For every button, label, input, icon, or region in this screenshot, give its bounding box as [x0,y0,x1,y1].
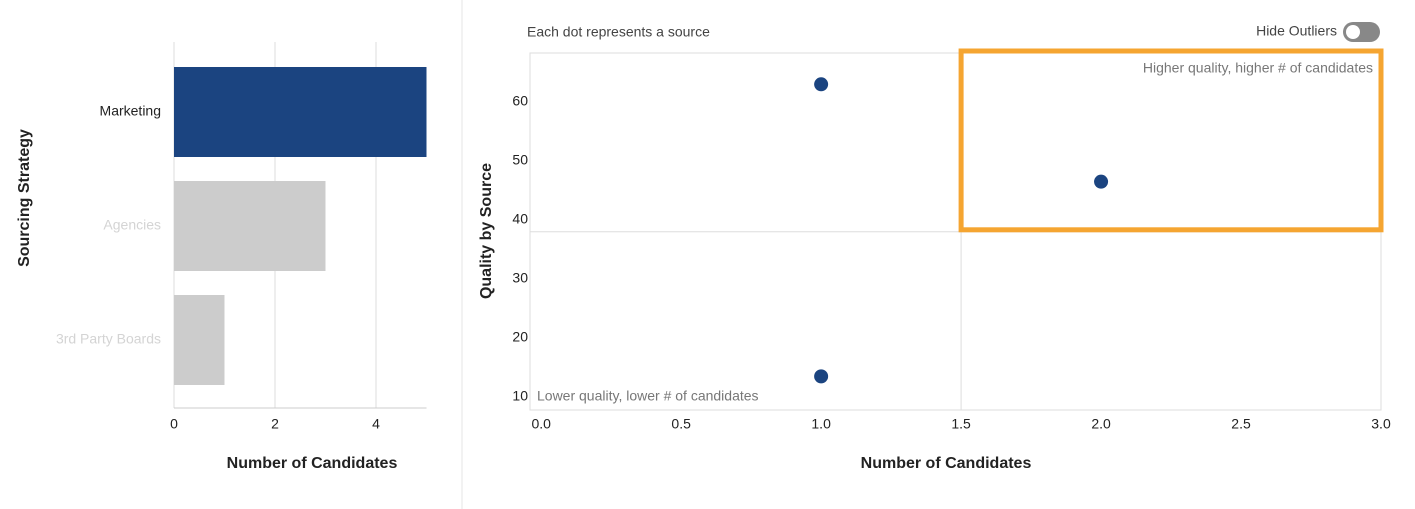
data-point [1094,174,1109,189]
data-point [814,77,829,92]
x-tick-label: 4 [372,416,380,432]
x-axis-label: Number of Candidates [861,455,1032,472]
y-tick-label: 60 [512,93,528,109]
toggle-knob[interactable] [1346,25,1360,39]
x-tick-label: 2 [271,416,279,432]
category-label: 3rd Party Boards [56,331,161,347]
x-tick-label: 0.5 [671,416,691,432]
data-point [814,369,829,384]
x-tick-label: 1.5 [951,416,971,432]
x-tick-label: 0 [170,416,178,432]
y-tick-label: 20 [512,329,528,345]
y-axis-label: Sourcing Strategy [16,129,33,267]
y-tick-label: 10 [512,388,528,404]
category-label: Agencies [103,217,161,233]
quadrant-annotation: Lower quality, lower # of candidates [537,388,759,404]
bar [174,295,225,385]
y-tick-label: 30 [512,270,528,286]
category-label: Marketing [100,103,161,119]
bar [174,181,326,271]
x-axis-label: Number of Candidates [227,455,398,472]
y-axis-label: Quality by Source [478,163,495,299]
subtitle: Each dot represents a source [527,24,710,40]
x-tick-label: 2.5 [1231,416,1251,432]
x-tick-label: 1.0 [811,416,831,432]
highlight-quadrant [958,48,1384,233]
x-tick-label: 3.0 [1371,416,1391,432]
x-tick-label: 2.0 [1091,416,1111,432]
y-tick-label: 40 [512,211,528,227]
bar [174,67,427,157]
x-tick-label: 0.0 [531,416,551,432]
quadrant-annotation: Higher quality, higher # of candidates [1143,60,1373,76]
y-tick-label: 50 [512,152,528,168]
toggle-label: Hide Outliers [1256,23,1337,39]
toggle-switch[interactable] [1343,22,1380,42]
